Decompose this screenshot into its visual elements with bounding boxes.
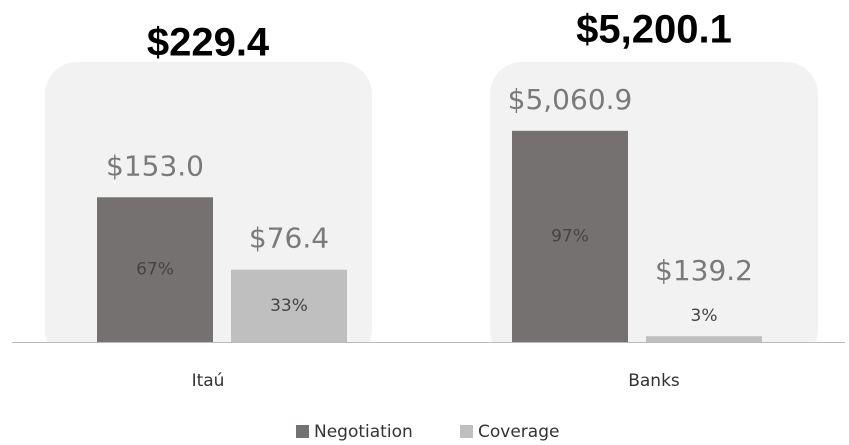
value-label: $76.4: [249, 222, 329, 255]
value-label: $5,060.9: [508, 83, 633, 116]
share-label: 67%: [136, 260, 174, 280]
bar: [97, 197, 213, 342]
share-label: 3%: [691, 306, 718, 326]
group-total: $229.4: [147, 21, 270, 65]
legend-label: Coverage: [478, 422, 559, 442]
bar: [512, 130, 628, 342]
x-tick-label: Banks: [628, 371, 680, 391]
legend-swatch: [460, 425, 473, 438]
value-label: $153.0: [106, 149, 204, 182]
group-total: $5,200.1: [576, 8, 732, 52]
bar: [646, 336, 762, 342]
x-tick-label: Itaú: [192, 371, 225, 391]
share-label: 97%: [551, 226, 589, 246]
bar: [231, 269, 347, 342]
legend-label: Negotiation: [314, 422, 413, 442]
share-label: 33%: [270, 296, 308, 316]
panel-mask: [0, 343, 849, 373]
value-label: $139.2: [655, 254, 753, 287]
legend-swatch: [296, 425, 309, 438]
